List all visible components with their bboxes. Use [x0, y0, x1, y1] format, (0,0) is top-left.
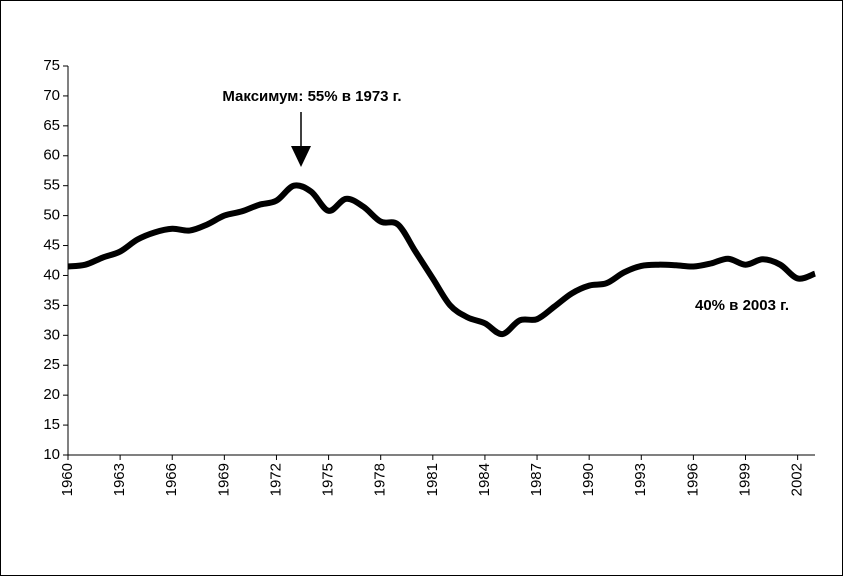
x-tick-label: 1999	[736, 463, 753, 496]
y-tick-label: 70	[43, 87, 60, 104]
x-tick-label: 1963	[111, 463, 128, 496]
y-tick-label: 40	[43, 266, 60, 283]
x-tick-label: 1984	[476, 463, 493, 496]
x-tick-label: 1975	[320, 463, 337, 496]
y-tick-label: 25	[43, 356, 60, 373]
annotation-max: Максимум: 55% в 1973 г.	[222, 88, 401, 105]
annotation-end: 40% в 2003 г.	[695, 297, 789, 314]
x-tick-label: 1960	[59, 463, 76, 496]
y-tick-label: 45	[43, 237, 60, 254]
y-tick-label: 15	[43, 416, 60, 433]
x-tick-label: 1972	[267, 463, 284, 496]
y-tick-label: 10	[43, 446, 60, 463]
y-tick-label: 60	[43, 147, 60, 164]
y-tick-label: 75	[43, 57, 60, 74]
x-tick-label: 1987	[528, 463, 545, 496]
x-tick-label: 1996	[684, 463, 701, 496]
y-tick-label: 35	[43, 296, 60, 313]
line	[67, 182, 817, 338]
y-tick-label: 55	[43, 177, 60, 194]
y-tick-label: 65	[43, 117, 60, 134]
x-tick-label: 1969	[215, 463, 232, 496]
x-tick-label: 1993	[632, 463, 649, 496]
x-tick-label: 1990	[580, 463, 597, 496]
x-tick-label: 1978	[372, 463, 389, 496]
y-tick-label: 30	[43, 326, 60, 343]
x-tick-label: 2002	[789, 463, 806, 496]
x-tick-label: 1966	[163, 463, 180, 496]
arrow-head	[291, 146, 311, 167]
y-tick-label: 50	[43, 207, 60, 224]
y-tick-label: 20	[43, 386, 60, 403]
x-tick-label: 1981	[424, 463, 441, 496]
